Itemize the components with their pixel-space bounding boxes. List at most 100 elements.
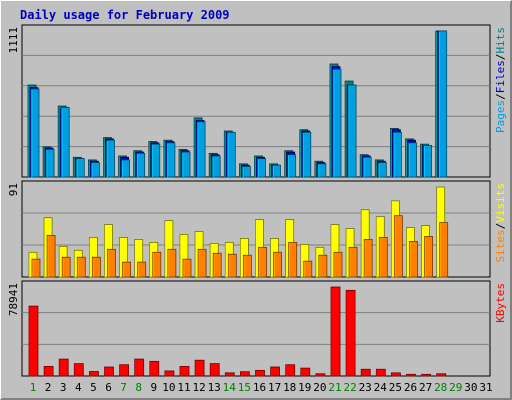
bar-pages-day-16 — [257, 158, 266, 178]
bar-kbytes-day-11 — [179, 366, 190, 377]
bar-kbytes-day-12 — [194, 359, 205, 377]
y-max-label: 78941 — [7, 283, 20, 316]
bar-kbytes-day-4 — [73, 363, 84, 377]
x-tick-label: 26 — [404, 381, 417, 394]
bar-pages-day-3 — [60, 106, 70, 178]
bar-pages-day-7 — [121, 159, 130, 178]
x-tick-label: 20 — [313, 381, 326, 394]
bar-kbytes-day-13 — [209, 363, 220, 377]
bar-kbytes-day-28 — [436, 373, 447, 377]
x-tick-label: 28 — [434, 381, 447, 394]
bar-sites-day-7 — [122, 261, 131, 278]
bar-kbytes-day-10 — [164, 370, 175, 377]
bar-kbytes-day-21 — [330, 286, 341, 377]
legend-entry: / — [494, 223, 507, 230]
x-tick-label: 1 — [30, 381, 37, 394]
bar-pages-day-27 — [423, 145, 433, 178]
bar-pages-day-19 — [302, 131, 312, 178]
bar-pages-day-8 — [136, 152, 146, 178]
y-max-label: 1111 — [7, 27, 20, 54]
legend-entry: Hits — [494, 27, 507, 54]
bar-sites-day-3 — [61, 256, 71, 278]
x-tick-label: 6 — [105, 381, 112, 394]
bar-sites-day-28 — [439, 222, 449, 278]
legend: KBytes — [494, 283, 507, 323]
bar-pages-day-6 — [106, 139, 115, 178]
bar-pages-day-20 — [317, 163, 327, 178]
bar-sites-day-21 — [333, 251, 343, 278]
x-tick-label: 5 — [90, 381, 97, 394]
x-tick-label: 24 — [374, 381, 388, 394]
bar-kbytes-day-23 — [360, 368, 371, 377]
bar-pages-day-4 — [75, 158, 85, 178]
bar-pages-day-23 — [362, 156, 372, 178]
bar-sites-day-5 — [92, 256, 101, 278]
x-tick-label: 22 — [343, 381, 356, 394]
bar-pages-day-5 — [91, 162, 100, 178]
bar-pages-day-11 — [181, 151, 191, 178]
bar-kbytes-day-5 — [89, 371, 99, 377]
panel-2: 91 Sites/Visits — [7, 180, 507, 278]
legend: Pages/Files/Hits — [494, 27, 507, 133]
bar-kbytes-day-17 — [270, 366, 281, 377]
bar-kbytes-day-7 — [119, 364, 129, 377]
bar-sites-day-19 — [303, 260, 313, 278]
bar-sites-day-17 — [273, 251, 283, 278]
plot-area — [21, 24, 491, 178]
bar-kbytes-day-1 — [28, 305, 39, 377]
bar-pages-day-15 — [241, 166, 251, 178]
bar-kbytes-day-3 — [58, 358, 69, 377]
bar-pages-day-13 — [211, 155, 221, 178]
x-tick-label: 3 — [60, 381, 67, 394]
bar-kbytes-day-25 — [390, 372, 401, 377]
bar-kbytes-day-18 — [285, 364, 296, 377]
bar-pages-day-17 — [272, 164, 282, 178]
legend-entry: Pages — [494, 100, 507, 133]
bar-sites-day-2 — [46, 235, 56, 278]
bar-kbytes-day-9 — [149, 360, 160, 377]
x-tick-label: 12 — [192, 381, 205, 394]
legend-entry: KBytes — [494, 283, 507, 323]
bar-sites-day-25 — [393, 215, 403, 278]
bar-pages-day-2 — [45, 149, 55, 178]
bar-kbytes-day-2 — [43, 366, 54, 377]
x-tick-label: 11 — [177, 381, 190, 394]
bar-pages-day-18 — [287, 154, 297, 178]
series-pages — [30, 30, 448, 178]
bar-pages-day-21 — [332, 68, 342, 178]
bar-sites-day-16 — [258, 246, 267, 278]
x-tick-label: 25 — [389, 381, 402, 394]
x-tick-label: 4 — [75, 381, 82, 394]
bar-kbytes-day-26 — [406, 373, 416, 377]
bar-pages-day-10 — [166, 142, 176, 178]
bar-kbytes-day-15 — [239, 371, 250, 377]
bar-sites-day-12 — [197, 248, 207, 278]
series-kbytes — [28, 286, 447, 377]
bar-kbytes-day-27 — [421, 373, 432, 377]
panel-1: 1111 Pages/Files/Hits — [7, 24, 507, 178]
x-tick-label: 23 — [359, 381, 372, 394]
y-max-label: 91 — [7, 183, 20, 196]
bar-kbytes-day-16 — [255, 369, 265, 377]
bar-sites-day-8 — [137, 261, 147, 278]
bar-pages-day-1 — [30, 88, 40, 178]
bar-sites-day-22 — [348, 246, 358, 278]
x-tick-label: 14 — [223, 381, 237, 394]
bar-pages-day-24 — [377, 162, 387, 178]
bar-kbytes-day-6 — [104, 366, 114, 377]
x-tick-label: 30 — [464, 381, 477, 394]
x-tick-label: 18 — [283, 381, 296, 394]
bar-pages-day-25 — [392, 131, 402, 178]
bar-pages-day-28 — [438, 30, 448, 178]
bar-sites-day-18 — [288, 241, 298, 278]
x-tick-label: 9 — [150, 381, 157, 394]
bar-sites-day-26 — [409, 240, 418, 278]
x-tick-label: 2 — [45, 381, 52, 394]
legend-entry: Files — [494, 60, 507, 93]
bar-sites-day-6 — [107, 248, 116, 278]
bar-pages-day-14 — [226, 131, 236, 178]
panel-3: 78941 KBytes — [7, 280, 507, 377]
x-tick-label: 31 — [479, 381, 492, 394]
bar-pages-day-12 — [196, 121, 206, 178]
